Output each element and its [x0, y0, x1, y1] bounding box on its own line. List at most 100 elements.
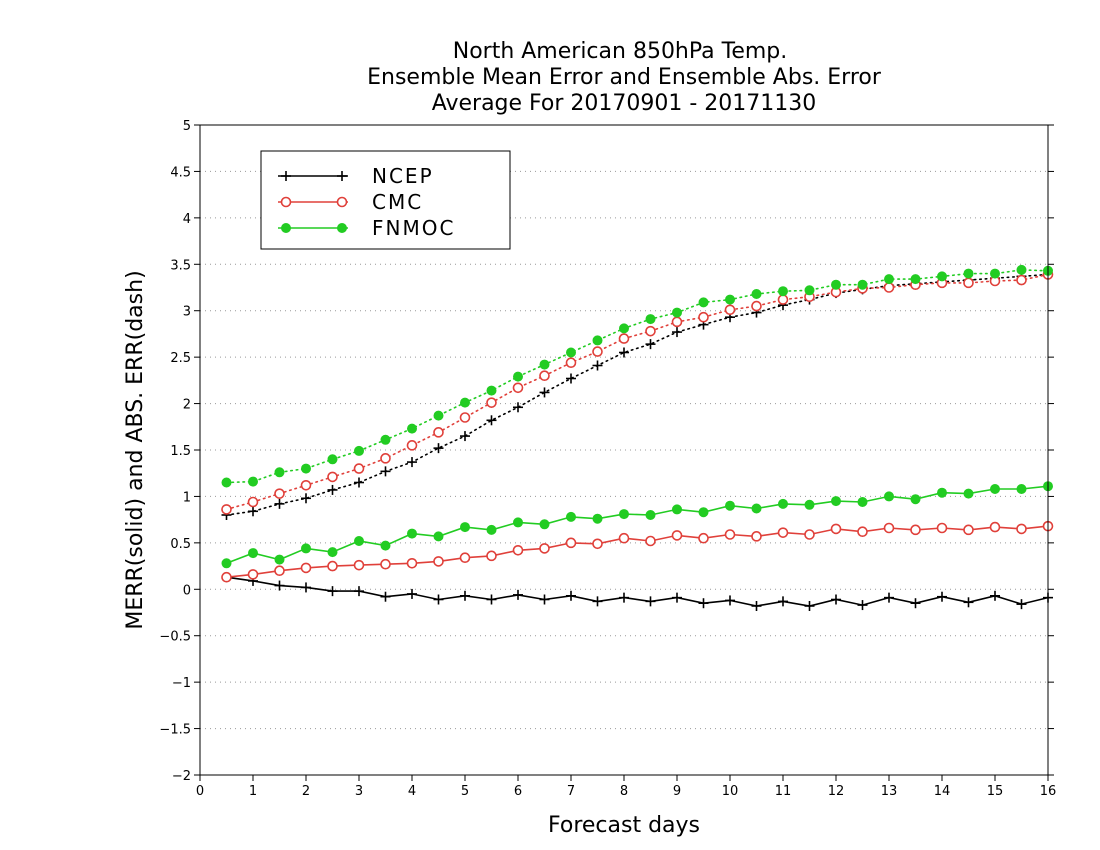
merr-point-cmc — [327, 560, 338, 572]
abs-err-point-fnmoc — [804, 285, 815, 296]
merr-point-ncep — [698, 598, 709, 609]
merr-point-fnmoc — [301, 543, 311, 554]
merr-point-cmc — [751, 531, 762, 542]
x-tick-label: 10 — [722, 784, 739, 799]
merr-point-fnmoc — [566, 511, 576, 522]
merr-point-fnmoc — [884, 491, 894, 502]
abs-err-point-fnmoc — [407, 423, 417, 434]
merr-point-fnmoc — [778, 498, 788, 509]
merr-line-fnmoc — [226, 485, 1049, 565]
x-tick-label: 7 — [567, 784, 575, 799]
abs-err-point-cmc — [1016, 274, 1027, 286]
abs-err-point-fnmoc — [778, 286, 788, 297]
abs-err-point-fnmoc — [274, 467, 285, 478]
merr-point-fnmoc — [831, 496, 841, 507]
merr-point-fnmoc — [857, 497, 868, 507]
merr-point-fnmoc — [751, 503, 762, 514]
x-tick-label: 8 — [620, 784, 628, 799]
abs-err-point-fnmoc — [513, 371, 523, 382]
merr-point-cmc — [618, 532, 630, 544]
merr-point-ncep — [831, 594, 841, 605]
y-tick-label: 4 — [183, 212, 191, 227]
merr-point-cmc — [512, 544, 524, 556]
abs-err-point-cmc — [274, 488, 285, 499]
merr-point-fnmoc — [327, 547, 338, 558]
merr-line-ncep — [226, 576, 1049, 607]
abs-err-point-ncep — [274, 498, 285, 509]
abs-err-point-fnmoc — [1016, 264, 1027, 275]
x-tick-label: 3 — [355, 784, 363, 799]
x-tick-label: 12 — [828, 784, 845, 799]
abs-err-point-ncep — [327, 484, 338, 495]
abs-err-point-fnmoc — [433, 410, 444, 421]
merr-point-cmc — [777, 527, 789, 538]
abs-err-point-cmc — [618, 333, 630, 344]
abs-err-point-fnmoc — [486, 385, 497, 396]
abs-err-point-fnmoc — [963, 268, 974, 279]
merr-point-fnmoc — [407, 528, 417, 539]
abs-err-point-fnmoc — [698, 297, 709, 308]
merr-point-ncep — [460, 590, 470, 601]
abs-err-point-ncep — [645, 339, 656, 350]
merr-point-ncep — [354, 586, 364, 597]
abs-err-point-cmc — [247, 496, 259, 508]
merr-point-ncep — [990, 590, 1000, 601]
abs-err-point-ncep — [619, 347, 629, 358]
abs-err-point-cmc — [777, 294, 789, 305]
merr-point-cmc — [936, 522, 948, 534]
merr-point-fnmoc — [910, 494, 921, 505]
merr-point-fnmoc — [486, 524, 497, 535]
legend-item-fnmoc: FNMOC — [278, 216, 453, 240]
merr-point-cmc — [274, 565, 285, 577]
x-tick-label: 6 — [514, 784, 522, 799]
abs-err-point-fnmoc — [354, 445, 364, 456]
merr-point-ncep — [910, 598, 921, 609]
merr-point-cmc — [910, 524, 921, 536]
abs-err-point-cmc — [592, 346, 603, 357]
abs-err-point-ncep — [407, 457, 417, 468]
legend-marker — [336, 196, 348, 208]
merr-point-fnmoc — [990, 484, 1000, 494]
y-tick-label: 2.5 — [170, 351, 191, 366]
merr-point-ncep — [619, 592, 629, 603]
merr-point-ncep — [274, 580, 285, 591]
x-tick-label: 9 — [673, 784, 681, 799]
abs-err-point-fnmoc — [751, 289, 762, 299]
y-tick-label: −1 — [172, 676, 191, 691]
series-ncep — [221, 269, 1053, 611]
x-tick-label: 5 — [461, 784, 469, 799]
abs-err-point-fnmoc — [327, 454, 338, 465]
merr-point-ncep — [592, 596, 603, 607]
abs-err-point-fnmoc — [248, 476, 258, 487]
merr-point-ncep — [539, 594, 550, 605]
merr-point-fnmoc — [725, 500, 735, 511]
merr-point-fnmoc — [433, 531, 444, 542]
abs-err-point-ncep — [592, 360, 603, 371]
merr-point-fnmoc — [645, 510, 656, 520]
abs-err-point-fnmoc — [301, 463, 311, 474]
abs-err-point-cmc — [963, 277, 974, 289]
legend-marker — [280, 196, 292, 208]
merr-point-fnmoc — [539, 519, 550, 530]
x-tick-label: 13 — [881, 784, 898, 799]
merr-point-fnmoc — [592, 513, 603, 524]
merr-point-cmc — [1016, 523, 1027, 535]
merr-point-ncep — [857, 600, 868, 611]
legend-marker — [337, 171, 347, 181]
abs-err-line-ncep — [225, 273, 1049, 516]
x-tick-label: 14 — [934, 784, 951, 799]
legend-label: CMC — [372, 190, 423, 214]
series-fnmoc — [221, 264, 1053, 569]
merr-line-cmc — [226, 525, 1049, 578]
y-tick-label: 2 — [183, 398, 191, 413]
abs-err-line-cmc — [225, 273, 1049, 511]
y-axis: −2 −1.5 −1 −0.5 0 0.5 1 1.5 2 2.5 3 3.5 4 4.5 5 — [159, 119, 1054, 784]
abs-err-point-cmc — [539, 370, 550, 382]
series-layer — [221, 264, 1054, 611]
abs-err-point-fnmoc — [460, 397, 470, 408]
merr-point-cmc — [830, 523, 842, 535]
abs-err-point-cmc — [883, 282, 895, 293]
legend-marker — [281, 223, 291, 233]
abs-err-point-cmc — [459, 412, 471, 423]
